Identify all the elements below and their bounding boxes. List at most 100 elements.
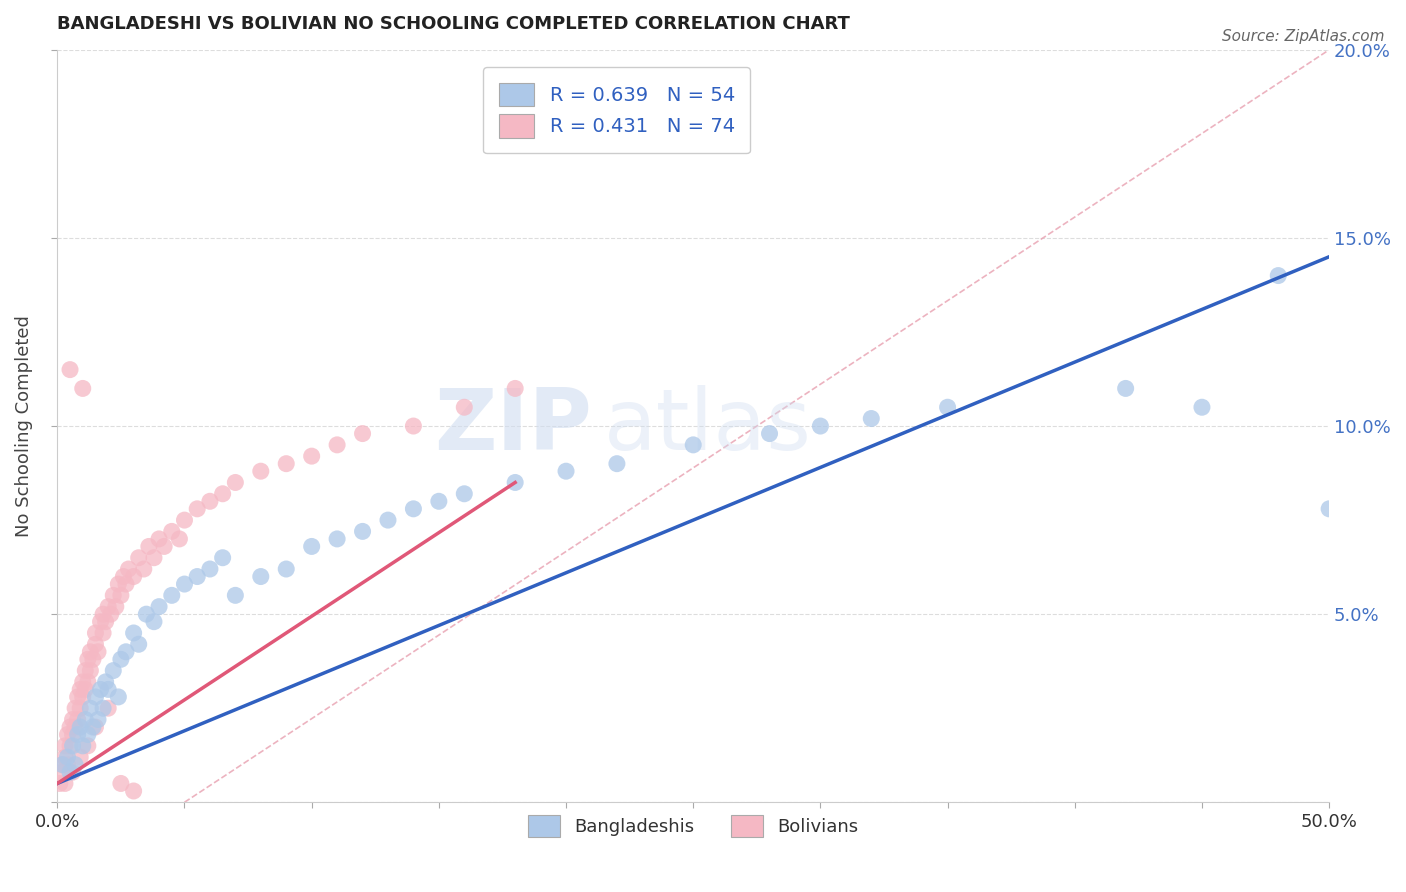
Point: [758, 426, 780, 441]
Point: [110, 776, 132, 790]
Point: [110, 652, 132, 666]
Point: [112, 569, 135, 583]
Point: [148, 532, 170, 546]
Point: [69, 682, 91, 697]
Point: [606, 457, 628, 471]
Point: [301, 540, 323, 554]
Point: [97, 682, 120, 697]
Point: [128, 637, 150, 651]
Point: [66, 727, 89, 741]
Point: [56, 727, 79, 741]
Point: [82, 652, 104, 666]
Point: [79, 664, 101, 678]
Point: [160, 588, 183, 602]
Point: [198, 494, 221, 508]
Point: [153, 540, 176, 554]
Point: [115, 577, 138, 591]
Point: [75, 682, 97, 697]
Point: [122, 626, 145, 640]
Point: [453, 401, 475, 415]
Point: [301, 449, 323, 463]
Point: [62, 713, 84, 727]
Point: [249, 464, 271, 478]
Point: [503, 381, 526, 395]
Point: [72, 739, 94, 753]
Point: [62, 739, 84, 753]
Point: [936, 401, 959, 415]
Point: [87, 645, 110, 659]
Point: [84, 637, 107, 651]
Point: [249, 569, 271, 583]
Point: [66, 713, 89, 727]
Legend: Bangladeshis, Bolivians: Bangladeshis, Bolivians: [519, 805, 868, 846]
Point: [860, 411, 883, 425]
Point: [117, 562, 139, 576]
Point: [56, 757, 79, 772]
Point: [51, 757, 73, 772]
Point: [186, 569, 208, 583]
Point: [59, 765, 82, 780]
Point: [49, 776, 72, 790]
Point: [87, 713, 110, 727]
Point: [128, 550, 150, 565]
Point: [402, 501, 425, 516]
Point: [69, 720, 91, 734]
Point: [59, 362, 82, 376]
Point: [75, 713, 97, 727]
Point: [103, 664, 125, 678]
Point: [66, 690, 89, 704]
Point: [198, 562, 221, 576]
Point: [59, 720, 82, 734]
Point: [91, 626, 114, 640]
Point: [69, 750, 91, 764]
Point: [63, 701, 86, 715]
Point: [122, 569, 145, 583]
Point: [56, 750, 79, 764]
Point: [63, 757, 86, 772]
Point: [62, 727, 84, 741]
Point: [1115, 381, 1137, 395]
Point: [84, 720, 107, 734]
Point: [76, 739, 98, 753]
Text: ZIP: ZIP: [433, 384, 592, 467]
Point: [276, 562, 298, 576]
Point: [402, 419, 425, 434]
Point: [211, 550, 233, 565]
Point: [91, 701, 114, 715]
Point: [100, 607, 122, 622]
Y-axis label: No Schooling Completed: No Schooling Completed: [15, 315, 32, 537]
Point: [810, 419, 832, 434]
Point: [143, 615, 166, 629]
Point: [76, 674, 98, 689]
Point: [276, 457, 298, 471]
Point: [326, 532, 349, 546]
Point: [1191, 401, 1213, 415]
Point: [1267, 268, 1289, 283]
Point: [90, 615, 112, 629]
Point: [122, 784, 145, 798]
Point: [91, 607, 114, 622]
Point: [352, 524, 374, 539]
Point: [53, 776, 76, 790]
Point: [148, 599, 170, 614]
Point: [186, 501, 208, 516]
Point: [138, 540, 160, 554]
Point: [682, 438, 704, 452]
Point: [326, 438, 349, 452]
Point: [84, 626, 107, 640]
Point: [84, 690, 107, 704]
Point: [107, 690, 129, 704]
Point: [169, 532, 191, 546]
Point: [97, 599, 120, 614]
Point: [173, 513, 195, 527]
Point: [503, 475, 526, 490]
Point: [1317, 501, 1340, 516]
Point: [75, 664, 97, 678]
Point: [94, 615, 117, 629]
Point: [53, 750, 76, 764]
Point: [97, 701, 120, 715]
Point: [76, 727, 98, 741]
Point: [79, 701, 101, 715]
Point: [110, 588, 132, 602]
Point: [51, 765, 73, 780]
